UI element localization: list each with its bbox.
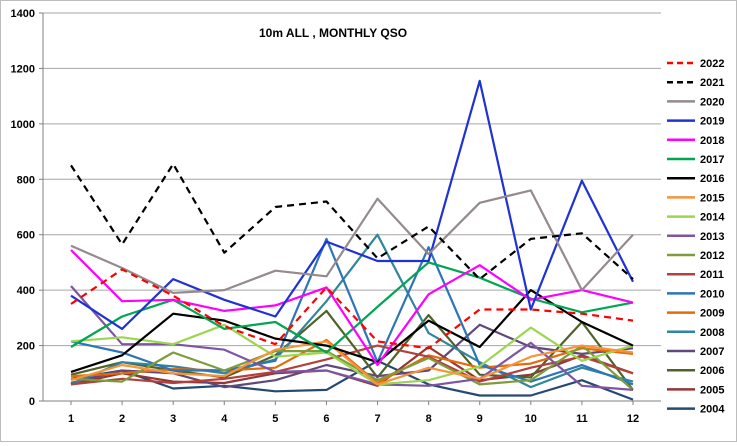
- legend-label-2011: 2011: [700, 269, 724, 281]
- x-tick-label: 7: [374, 413, 380, 425]
- chart-title: 10m ALL , MONTHLY QSO: [259, 26, 407, 40]
- series-line-2019: [70, 79, 634, 330]
- legend-label-2018: 2018: [700, 135, 724, 147]
- legend-label-2013: 2013: [700, 231, 724, 243]
- legend: 2022 2021 2020 2019 2018 2017 2016 2015 2014 2013…: [667, 58, 725, 416]
- legend-label-2009: 2009: [700, 308, 724, 320]
- legend-label-2008: 2008: [700, 327, 724, 339]
- series-line-2020: [70, 189, 634, 294]
- y-tick-labels: 0 200 400 600 800 1000 1200 1400: [11, 8, 43, 408]
- legend-label-2017: 2017: [700, 154, 724, 166]
- y-tick-label: 1000: [11, 119, 35, 131]
- x-tick-label: 5: [272, 413, 278, 425]
- legend-label-2015: 2015: [700, 192, 724, 204]
- series-line-2021: [70, 162, 634, 281]
- x-tick-label: 6: [323, 413, 329, 425]
- y-tick-label: 1400: [11, 8, 35, 20]
- x-tick-label: 9: [477, 413, 483, 425]
- series-line-2010: [70, 237, 634, 386]
- legend-label-2020: 2020: [700, 96, 724, 108]
- series-line-2017: [70, 261, 634, 354]
- x-tick-label: 10: [525, 413, 537, 425]
- y-tick-label: 1200: [11, 63, 35, 75]
- gridlines: [43, 12, 661, 347]
- series-line-2004: [70, 359, 634, 401]
- y-tick-label: 0: [29, 396, 35, 408]
- x-tick-label: 2: [119, 413, 125, 425]
- series-line-2018: [70, 249, 634, 367]
- legend-label-2019: 2019: [700, 116, 724, 128]
- x-tick-label: 11: [576, 413, 588, 425]
- series-line-2015: [70, 340, 634, 386]
- series-line-2011: [70, 344, 634, 386]
- legend-label-2010: 2010: [700, 288, 724, 300]
- x-tick-label: 3: [170, 413, 176, 425]
- x-tick-label: 8: [426, 413, 432, 425]
- x-tick-labels: 1 2 3 4 5 6 7 8 9 10 11 12: [68, 401, 639, 425]
- series-line-2008: [70, 233, 634, 389]
- series-line-2022: [70, 268, 634, 350]
- series-lines: [70, 79, 634, 401]
- legend-label-2007: 2007: [700, 346, 724, 358]
- series-line-2014: [70, 323, 634, 386]
- legend-label-2005: 2005: [700, 384, 724, 396]
- x-tick-label: 4: [221, 413, 228, 425]
- x-tick-label: 1: [68, 413, 74, 425]
- y-tick-label: 400: [17, 285, 35, 297]
- x-tick-label: 12: [627, 413, 639, 425]
- series-line-2012: [70, 344, 634, 391]
- y-tick-label: 800: [17, 174, 35, 186]
- legend-label-2022: 2022: [700, 58, 724, 70]
- legend-label-2006: 2006: [700, 365, 724, 377]
- legend-label-2021: 2021: [700, 77, 724, 89]
- series-line-2016: [70, 289, 634, 373]
- legend-label-2016: 2016: [700, 173, 724, 185]
- y-tick-label: 600: [17, 230, 35, 242]
- series-line-2013: [70, 285, 634, 391]
- legend-label-2012: 2012: [700, 250, 724, 262]
- legend-label-2014: 2014: [700, 212, 725, 224]
- y-tick-label: 200: [17, 341, 35, 353]
- axes: [42, 13, 661, 402]
- legend-label-2004: 2004: [700, 404, 725, 416]
